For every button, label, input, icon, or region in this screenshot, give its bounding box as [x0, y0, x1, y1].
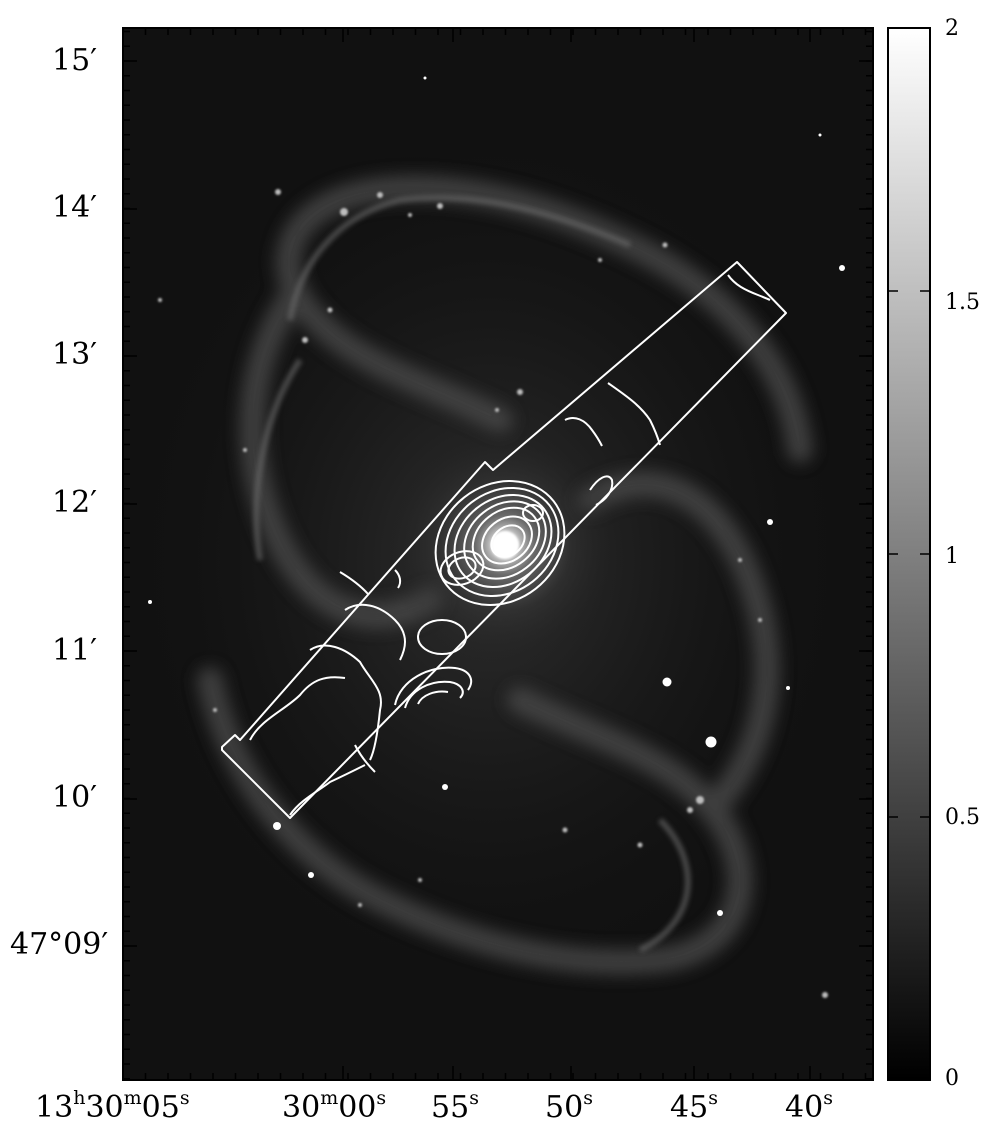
emission-contours [249, 274, 771, 816]
colorbar-label-2: 2 [945, 16, 959, 41]
colorbar-label-0.5: 0.5 [945, 805, 980, 830]
ra-label-50s: 50s [545, 1087, 593, 1125]
dec-label-10: 10′ [52, 780, 97, 815]
ra-label-13h30m05s: 13h30m05s [35, 1087, 190, 1125]
dec-label-09: 47°09′ [10, 927, 109, 962]
plot-frame [122, 27, 874, 1081]
dec-label-13: 13′ [52, 337, 97, 372]
colorbar-label-0: 0 [945, 1066, 959, 1091]
dec-label-14: 14′ [52, 190, 97, 225]
ra-label-55s: 55s [431, 1087, 479, 1125]
dec-label-12: 12′ [52, 485, 97, 520]
colorbar-label-1.5: 1.5 [945, 290, 980, 315]
colorbar [887, 27, 931, 1081]
colorbar-label-1: 1 [945, 544, 959, 569]
ra-label-45s: 45s [670, 1087, 718, 1125]
slit-region [221, 261, 787, 819]
dec-label-11: 11′ [52, 633, 97, 668]
ra-label-30m00s: 30m00s [282, 1087, 387, 1125]
ra-label-40s: 40s [785, 1087, 833, 1125]
galaxy-image [123, 28, 873, 1080]
contour-overlay [221, 261, 787, 819]
dec-label-15: 15′ [52, 43, 97, 78]
